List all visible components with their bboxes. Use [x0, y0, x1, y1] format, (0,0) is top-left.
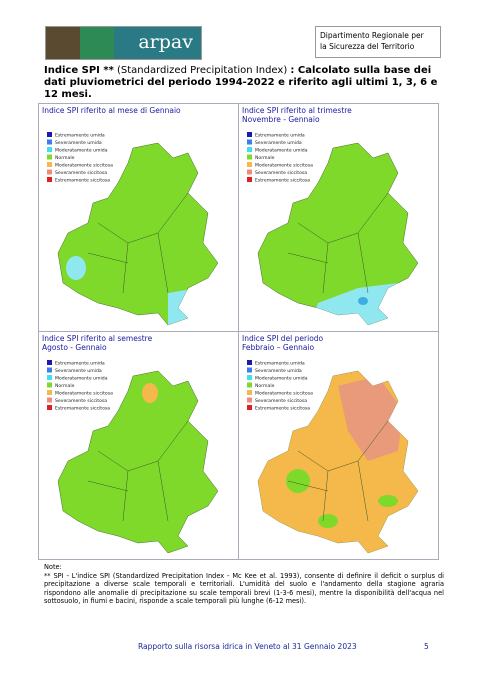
org-line: la Sicurezza del Territorio [320, 42, 415, 51]
legend-swatch [47, 177, 52, 182]
legend-label: Estremamente siccitosa [255, 406, 310, 412]
legend-swatch [47, 139, 52, 145]
legend-label: Severamente umida [255, 368, 302, 374]
legend-swatch [47, 375, 52, 380]
legend-swatch [247, 360, 252, 365]
legend-label: Estremamente umida [55, 361, 105, 367]
map-area [286, 469, 310, 493]
legend-label: Severamente siccitosa [255, 398, 307, 404]
map-area [378, 495, 398, 507]
legend-label: Severamente umida [55, 140, 102, 146]
panel-title: Novembre - Gennaio [242, 115, 320, 124]
map-grid: Indice SPI riferito al mese di Gennaio Es… [38, 103, 439, 560]
legend-swatch [247, 367, 252, 373]
org-box: Dipartimento Regionale per la Sicurezza d… [315, 26, 441, 58]
legend-swatch [247, 397, 252, 403]
legend-label: Normale [255, 155, 275, 161]
legend-swatch [47, 390, 52, 395]
map-panel: Indice SPI riferito al trimestreNovembre… [238, 103, 439, 332]
legend-swatch [247, 147, 252, 152]
legend-label: Estremamente umida [55, 133, 105, 139]
legend-label: Severamente umida [55, 368, 102, 374]
legend-label: Moderatamente siccitosa [255, 391, 313, 397]
logo-text: arpav [138, 31, 193, 53]
legend-swatch [47, 147, 52, 152]
legend-label: Estremamente siccitosa [55, 406, 110, 412]
legend-label: Estremamente siccitosa [255, 178, 310, 184]
legend-label: Severamente siccitosa [55, 170, 107, 176]
legend-label: Moderatamente umida [255, 148, 308, 154]
legend-swatch [47, 360, 52, 365]
legend-label: Normale [55, 383, 75, 389]
legend-label: Estremamente siccitosa [55, 178, 110, 184]
legend-swatch [247, 162, 252, 167]
map-overlay [142, 383, 158, 403]
page-number: 5 [424, 642, 429, 651]
panel-title: Indice SPI riferito al trimestre [242, 106, 352, 115]
note-label: Note: [44, 563, 62, 571]
legend-swatch [247, 169, 252, 175]
heading-bold: Indice SPI ** [44, 65, 114, 76]
legend-label: Normale [255, 383, 275, 389]
legend-swatch [247, 390, 252, 395]
legend-label: Moderatamente umida [55, 148, 108, 154]
legend-swatch [247, 139, 252, 145]
legend-label: Estremamente umida [255, 133, 305, 139]
panel-title: Indice SPI riferito al mese di Gennaio [42, 106, 181, 115]
legend-label: Moderatamente siccitosa [55, 391, 113, 397]
legend-label: Normale [55, 155, 75, 161]
legend-swatch [247, 382, 252, 388]
map-area [66, 256, 86, 280]
map-area [142, 383, 158, 403]
panel-title: Agosto - Gennaio [42, 343, 107, 352]
legend-label: Moderatamente siccitosa [255, 163, 313, 169]
legend-swatch [47, 405, 52, 410]
legend-swatch [247, 177, 252, 182]
legend-label: Severamente siccitosa [55, 398, 107, 404]
legend-label: Moderatamente umida [255, 376, 308, 382]
legend-swatch [247, 405, 252, 410]
map-panel: Indice SPI riferito al mese di Gennaio Es… [38, 103, 239, 332]
province-borders [87, 420, 189, 522]
legend-label: Moderatamente umida [55, 376, 108, 382]
legend-swatch [47, 367, 52, 373]
legend-swatch [47, 162, 52, 167]
heading-bold: : Calcolato sulla base dei dati pluviome… [44, 65, 438, 100]
logo: arpav [45, 26, 202, 60]
note: Note: ** SPI - L'indice SPI (Standardized… [44, 563, 444, 606]
legend-label: Moderatamente siccitosa [55, 163, 113, 169]
legend-swatch [247, 375, 252, 380]
footer-text: Rapporto sulla risorsa idrica in Veneto … [138, 642, 357, 651]
province-borders [87, 192, 189, 294]
org-line: Dipartimento Regionale per [320, 31, 424, 40]
legend-swatch [47, 132, 52, 137]
legend-label: Estremamente umida [255, 361, 305, 367]
note-text: ** SPI - L'indice SPI (Standardized Prec… [44, 571, 444, 606]
province-borders [287, 192, 389, 294]
heading: Indice SPI ** (Standardized Precipitatio… [44, 65, 439, 101]
map-area [318, 514, 338, 528]
legend-swatch [47, 397, 52, 403]
legend-swatch [247, 132, 252, 137]
legend-label: Severamente siccitosa [255, 170, 307, 176]
heading-normal: (Standardized Precipitation Index) [117, 65, 288, 76]
map-area [338, 376, 403, 461]
panel-title: Indice SPI riferito al semestre [42, 334, 153, 343]
map-area [358, 297, 368, 305]
panel-title: Indice SPI del periodo [242, 334, 324, 343]
legend-label: Severamente umida [255, 140, 302, 146]
panel-title: Febbraio – Gennaio [242, 343, 315, 352]
legend-swatch [47, 382, 52, 388]
province-borders [287, 420, 389, 522]
legend-swatch [247, 154, 252, 160]
legend-swatch [47, 169, 52, 175]
legend-swatch [47, 154, 52, 160]
